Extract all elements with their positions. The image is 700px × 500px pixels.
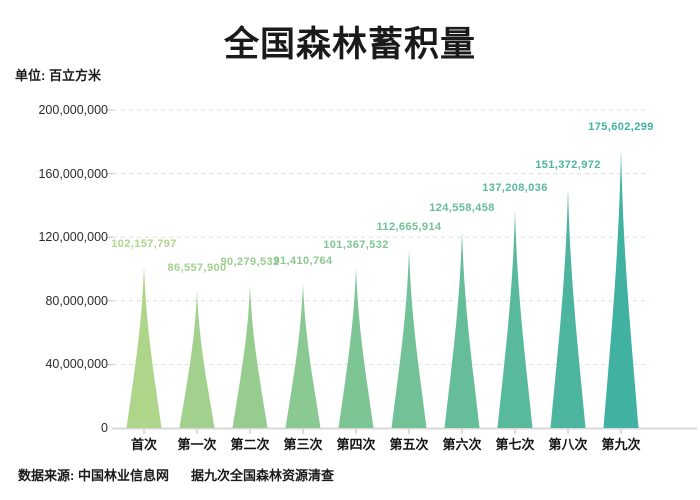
x-tick-label: 第六次 (442, 437, 482, 452)
unit-label: 单位: 百立方米 (15, 68, 101, 83)
cone-bar (603, 148, 639, 429)
cone-bar (391, 248, 427, 428)
y-tick-label: 40,000,000 (45, 357, 108, 372)
value-label: 102,157,797 (111, 237, 177, 250)
y-tick-label: 160,000,000 (38, 166, 108, 181)
x-tick-label: 第七次 (495, 437, 535, 452)
cone-bar (550, 187, 586, 428)
cone-bar (444, 230, 480, 428)
y-tick-label: 120,000,000 (38, 230, 108, 245)
source-note: 数据来源: 中国林业信息网 据九次全国森林资源清查 (18, 465, 334, 484)
value-label: 86,557,900 (167, 262, 227, 275)
cone-bar (126, 265, 162, 428)
x-tick-label: 第八次 (548, 437, 588, 452)
source-detail: 据九次全国森林资源清查 (190, 468, 334, 483)
y-tick-label: 80,000,000 (45, 293, 108, 308)
value-label: 151,372,972 (535, 159, 601, 172)
y-tick-label: 0 (101, 421, 108, 435)
x-tick-label: 第三次 (283, 437, 323, 452)
x-tick-label: 第一次 (177, 437, 217, 452)
value-label: 175,602,299 (588, 120, 654, 133)
cone-bar (497, 209, 533, 428)
value-label: 124,558,458 (429, 201, 495, 214)
cone-bar (179, 290, 215, 428)
y-tick-label: 200,000,000 (38, 103, 108, 117)
value-label: 112,665,914 (376, 220, 442, 233)
x-tick-label: 第九次 (601, 437, 641, 452)
value-label: 137,208,036 (482, 181, 548, 194)
source-text: 数据来源: 中国林业信息网 (18, 468, 169, 483)
x-tick-label: 第二次 (230, 437, 270, 452)
value-label: 90,279,532 (220, 256, 280, 269)
value-label: 101,367,532 (323, 238, 389, 251)
x-tick-label: 第四次 (336, 437, 376, 452)
cone-bar (232, 284, 268, 428)
chart-title: 全国森林蓄积量 (223, 25, 476, 64)
value-label: 91,410,764 (273, 254, 333, 267)
x-tick-label: 首次 (130, 437, 158, 452)
x-tick-label: 第五次 (389, 437, 429, 452)
cone-bar (338, 266, 374, 428)
cone-bar (285, 282, 321, 428)
